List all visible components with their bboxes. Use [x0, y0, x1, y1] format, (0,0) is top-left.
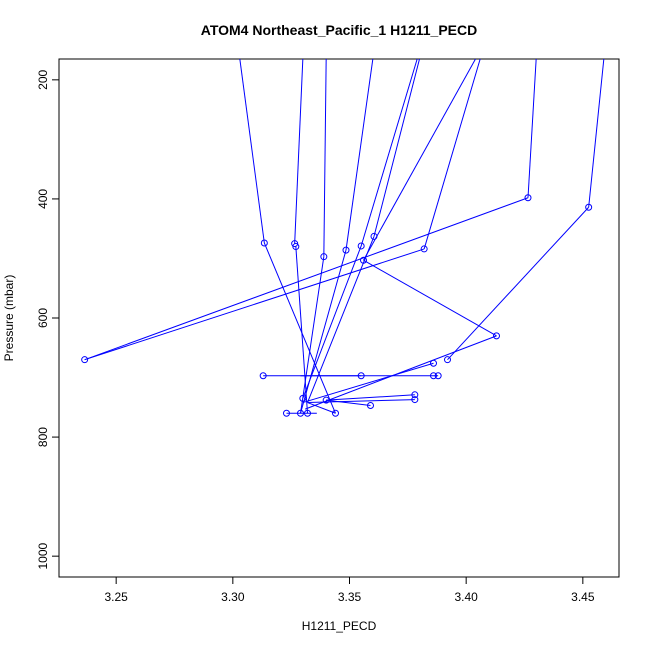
data-point	[430, 372, 437, 380]
y-axis-label: Pressure (mbar)	[2, 275, 16, 362]
profile-line	[307, 399, 415, 404]
profile-line	[307, 236, 375, 403]
profile-line	[326, 394, 415, 401]
data-points	[81, 194, 593, 417]
profile-lines	[84, 59, 605, 414]
data-point	[493, 332, 500, 340]
profile-line	[302, 362, 434, 404]
data-point	[524, 194, 532, 202]
data-point	[332, 409, 339, 417]
profile-line	[300, 249, 347, 414]
profile-line	[360, 59, 418, 247]
y-tick-label: 400	[36, 189, 50, 209]
x-tick-label: 3.35	[338, 590, 362, 604]
data-point	[320, 253, 328, 261]
data-point	[304, 409, 311, 417]
profile-line	[326, 399, 371, 407]
profile-line	[373, 59, 420, 237]
data-point	[370, 232, 378, 240]
data-point	[297, 409, 304, 417]
data-point	[411, 396, 419, 404]
x-tick-label: 3.30	[221, 590, 245, 604]
data-point	[322, 396, 330, 404]
y-tick-label: 200	[36, 70, 50, 90]
x-tick-label: 3.45	[571, 590, 595, 604]
profile-line	[345, 59, 374, 251]
y-tick-label: 1000	[36, 542, 50, 569]
chart-title: ATOM4 Northeast_Pacific_1 H1211_PECD	[201, 22, 478, 38]
x-axis-label: H1211_PECD	[302, 619, 377, 633]
data-point	[360, 256, 367, 264]
x-axis: 3.25 3.30 3.35 3.40 3.45	[104, 577, 595, 604]
profile-line	[307, 402, 336, 414]
profile-line	[263, 242, 336, 414]
y-tick-label: 600	[36, 308, 50, 328]
data-point	[260, 239, 268, 247]
profile-line	[323, 59, 327, 257]
data-point	[434, 372, 442, 380]
profile-line	[84, 248, 425, 361]
data-point	[585, 203, 593, 211]
profile-line	[302, 245, 362, 399]
profile-line	[295, 246, 308, 414]
plot-frame	[58, 58, 620, 578]
data-point	[283, 409, 290, 417]
profile-line	[588, 59, 605, 208]
data-point	[444, 356, 451, 364]
data-point	[292, 243, 300, 251]
profile-line	[239, 59, 265, 244]
x-tick-label: 3.40	[454, 590, 478, 604]
profile-line	[84, 197, 529, 361]
data-point	[299, 394, 307, 402]
data-point	[81, 356, 89, 364]
profile-line	[527, 59, 537, 198]
data-point	[367, 402, 374, 410]
data-point	[357, 372, 365, 380]
profile-line	[363, 259, 497, 337]
data-point	[430, 359, 437, 367]
profile-line	[294, 59, 304, 244]
y-tick-label: 800	[36, 427, 50, 447]
profile-line	[304, 335, 497, 410]
data-point	[357, 242, 365, 250]
data-point	[420, 245, 428, 253]
profile-line	[423, 59, 481, 250]
y-axis: 200 400 600 800 1000	[36, 70, 59, 570]
data-point	[342, 246, 350, 254]
data-point	[259, 372, 267, 380]
profile-line	[363, 59, 476, 261]
profile-line	[447, 206, 590, 361]
x-tick-label: 3.25	[104, 590, 128, 604]
data-point	[411, 391, 419, 399]
